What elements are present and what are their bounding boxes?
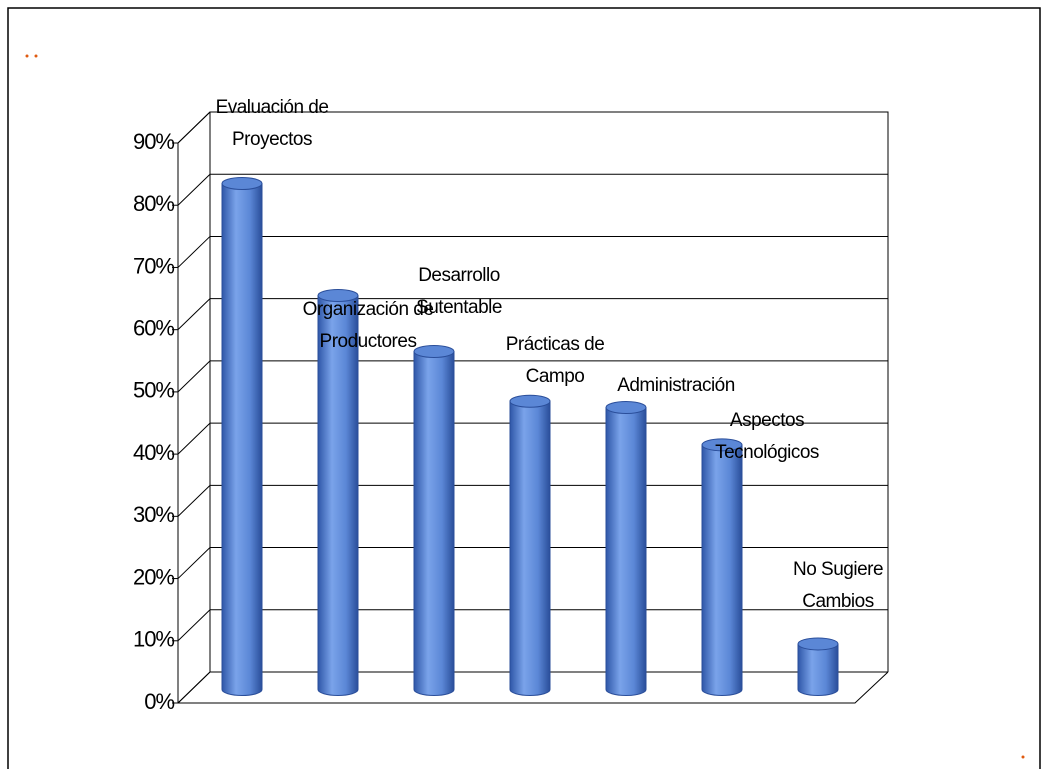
bar (221, 177, 263, 696)
category-label: No Sugiere Cambios (792, 558, 884, 612)
grid-line (177, 609, 888, 642)
bar-body (509, 400, 551, 696)
y-tick-label: 20% (133, 564, 174, 589)
category-label: Prácticas de Campo (505, 334, 605, 388)
bar-body (413, 351, 455, 696)
bar (701, 438, 743, 696)
grid-line (177, 484, 888, 517)
grid-line (177, 111, 888, 144)
y-tick-label: 10% (133, 627, 174, 652)
grid-line (177, 360, 888, 393)
bar-top (605, 401, 647, 414)
y-tick-label: 60% (133, 315, 174, 340)
category-label: Administración (617, 374, 735, 396)
bar (797, 637, 839, 696)
bar-body (605, 407, 647, 696)
bar-top (221, 177, 263, 190)
dot (1021, 755, 1025, 759)
y-tick-label: 50% (133, 378, 174, 403)
bar-top (509, 394, 551, 408)
y-tick-label: 70% (133, 253, 174, 278)
bar-top (317, 289, 359, 302)
y-tick-label: 90% (133, 129, 174, 154)
y-tick-label: 0% (144, 689, 174, 714)
y-tick-label: 40% (133, 440, 174, 465)
bar-top (701, 438, 743, 452)
category-label: Evaluación de Proyectos (215, 96, 329, 150)
bar (605, 401, 647, 696)
bar (509, 394, 551, 696)
bar-top (797, 637, 839, 651)
grid-line (177, 235, 888, 268)
dot (34, 54, 38, 58)
bar (317, 289, 359, 696)
grid-line (177, 422, 888, 455)
grid-line (177, 298, 888, 331)
bar-body (221, 183, 263, 696)
bar-body (797, 643, 839, 696)
frame (7, 7, 1041, 769)
bar (413, 345, 455, 696)
dot (25, 54, 29, 58)
y-tick-label: 80% (133, 191, 174, 216)
bar-body (701, 444, 743, 696)
category-label: Desarrollo Sutentable (416, 264, 502, 318)
bar-body (317, 295, 359, 696)
bar-top (413, 345, 455, 358)
y-tick-label: 30% (133, 502, 174, 527)
grid-line (177, 547, 888, 579)
grid-line (177, 671, 888, 704)
grid-line (177, 173, 888, 206)
category-label: Organización de Productores (302, 298, 434, 352)
category-label: Aspectos Tecnológicos (715, 409, 819, 463)
